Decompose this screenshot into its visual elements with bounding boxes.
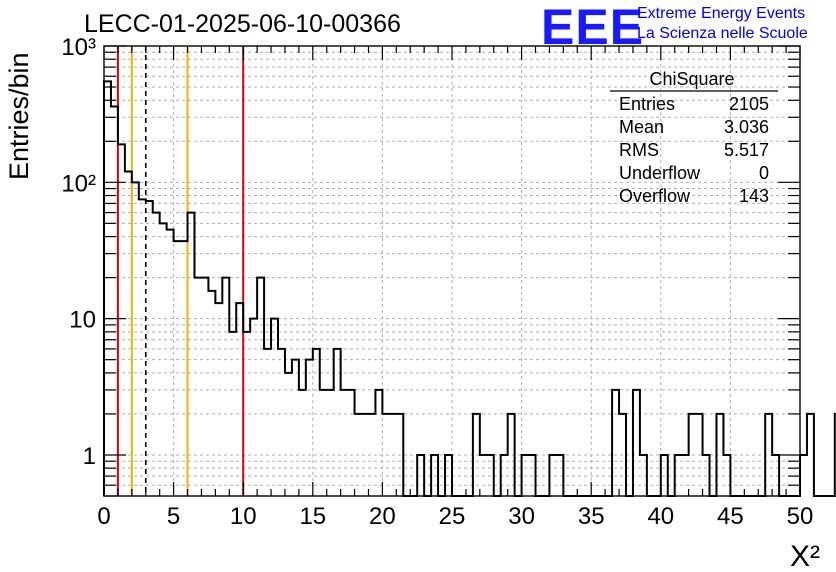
stats-row-value: 143 — [739, 186, 769, 206]
stats-box-title: ChiSquare — [649, 69, 734, 89]
stats-row-value: 3.036 — [724, 117, 769, 137]
x-tick-label: 35 — [578, 503, 605, 530]
logo-text-line2: La Scienza nelle Scuole — [637, 25, 808, 42]
stats-row-label: Mean — [619, 117, 664, 137]
y-tick-label: 1 — [83, 443, 96, 470]
stats-row-label: Overflow — [619, 186, 691, 206]
eee-logo-mark: EEE — [541, 0, 645, 55]
stats-row-label: Entries — [619, 94, 675, 114]
run-title: LECC-01-2025-06-10-00366 — [84, 10, 401, 38]
x-tick-label: 40 — [647, 503, 674, 530]
y-tick-label: 10³ — [61, 34, 96, 61]
x-axis-label: X² — [790, 540, 820, 572]
x-tick-label: 20 — [369, 503, 396, 530]
x-tick-label: 25 — [439, 503, 466, 530]
y-tick-label: 10² — [61, 170, 96, 197]
x-tick-label: 0 — [97, 503, 110, 530]
x-tick-label: 50 — [787, 503, 814, 530]
x-tick-label: 45 — [717, 503, 744, 530]
x-tick-label: 30 — [508, 503, 535, 530]
y-axis-label: Entries/bin — [4, 52, 34, 180]
stats-row-value: 0 — [759, 163, 769, 183]
x-tick-label: 5 — [167, 503, 180, 530]
stats-row-label: Underflow — [619, 163, 701, 183]
stats-row-value: 5.517 — [724, 140, 769, 160]
histogram-line — [103, 80, 836, 497]
y-tick-label: 10 — [69, 307, 96, 334]
x-tick-label: 15 — [299, 503, 326, 530]
stats-row-label: RMS — [619, 140, 659, 160]
x-tick-label: 10 — [230, 503, 257, 530]
stats-row-value: 2105 — [729, 94, 769, 114]
logo-text-line1: Extreme Energy Events — [637, 5, 806, 22]
